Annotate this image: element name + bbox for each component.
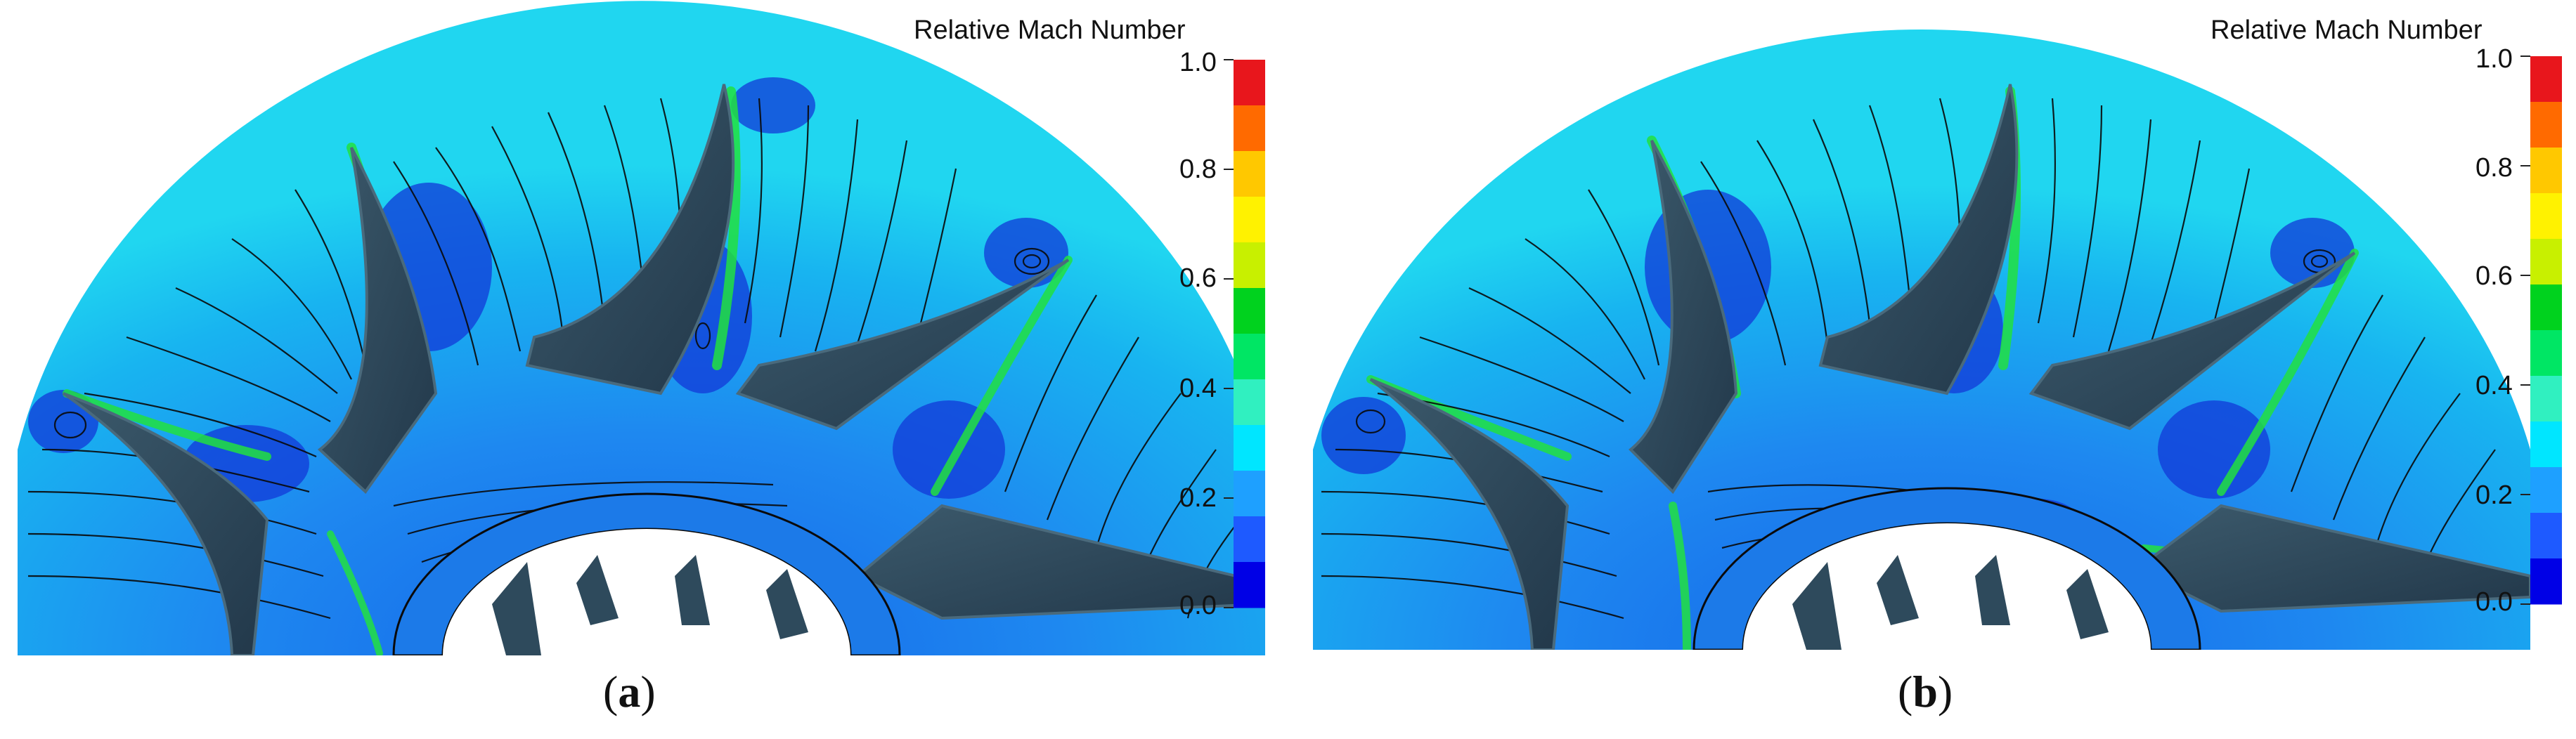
colorbar-segment: [2530, 421, 2562, 468]
caption-a: (a): [603, 667, 656, 717]
colorbar-segment: [1234, 151, 1265, 197]
colorbar-segment: [1234, 60, 1265, 106]
colorbar-segment: [2530, 285, 2562, 331]
caption-letter-a: a: [618, 667, 641, 717]
colorbar-tick-a-2: 0.8: [1179, 155, 1217, 184]
colorbar-segment: [1234, 105, 1265, 152]
colorbar-segment: [2530, 56, 2562, 103]
colorbar-segment: [2530, 376, 2562, 422]
colorbar-title-b: Relative Mach Number: [2211, 15, 2483, 45]
colorbar-tick-a-5: 0.2: [1179, 483, 1217, 513]
hub-vanes-b: [1792, 555, 2109, 650]
colorbar-segment: [2530, 513, 2562, 559]
colorbar-tick-b-5: 0.2: [2475, 480, 2513, 510]
colorbar-segment: [1234, 471, 1265, 517]
colorbar-segment: [2530, 148, 2562, 194]
colorbar-segment: [1234, 242, 1265, 289]
colorbar-tick-a-4: 0.4: [1179, 374, 1217, 403]
colorbar-segment: [2530, 467, 2562, 514]
caption-letter-b: b: [1912, 667, 1938, 717]
hub-vanes-a: [492, 555, 808, 655]
caption-b: (b): [1898, 667, 1953, 717]
colorbar-tick-a-1: 1.0: [1179, 48, 1217, 77]
cfd-contour-panel-a: [18, 1, 1265, 655]
colorbar-segment: [1234, 516, 1265, 563]
colorbar-b: [2520, 55, 2562, 605]
colorbar-tick-b-4: 0.4: [2475, 371, 2513, 400]
colorbar-title-a: Relative Mach Number: [914, 15, 1186, 45]
colorbar-tick-b-1: 1.0: [2475, 44, 2513, 74]
colorbar-segment: [1234, 425, 1265, 471]
colorbar-segment: [1234, 379, 1265, 426]
colorbar-tick-b-2: 0.8: [2475, 153, 2513, 183]
impeller-blades-b: [1369, 84, 2532, 650]
cfd-contour-panel-b: [1313, 29, 2532, 650]
colorbar-segment: [2530, 193, 2562, 240]
colorbar-tick-b-6: 0.0: [2475, 587, 2513, 617]
colorbar-segment: [1234, 288, 1265, 334]
colorbar-segment: [2530, 239, 2562, 285]
colorbar-a: [1224, 59, 1265, 608]
colorbar-segment: [1234, 334, 1265, 380]
colorbar-tick-a-6: 0.0: [1179, 591, 1217, 620]
colorbar-segment: [2530, 330, 2562, 377]
colorbar-tick-a-3: 0.6: [1179, 263, 1217, 293]
colorbar-segment: [2530, 102, 2562, 148]
impeller-blades-a: [62, 84, 1265, 655]
colorbar-tick-b-3: 0.6: [2475, 261, 2513, 291]
colorbar-segment: [1234, 562, 1265, 608]
colorbar-segment: [1234, 197, 1265, 243]
colorbar-segment: [2530, 558, 2562, 605]
